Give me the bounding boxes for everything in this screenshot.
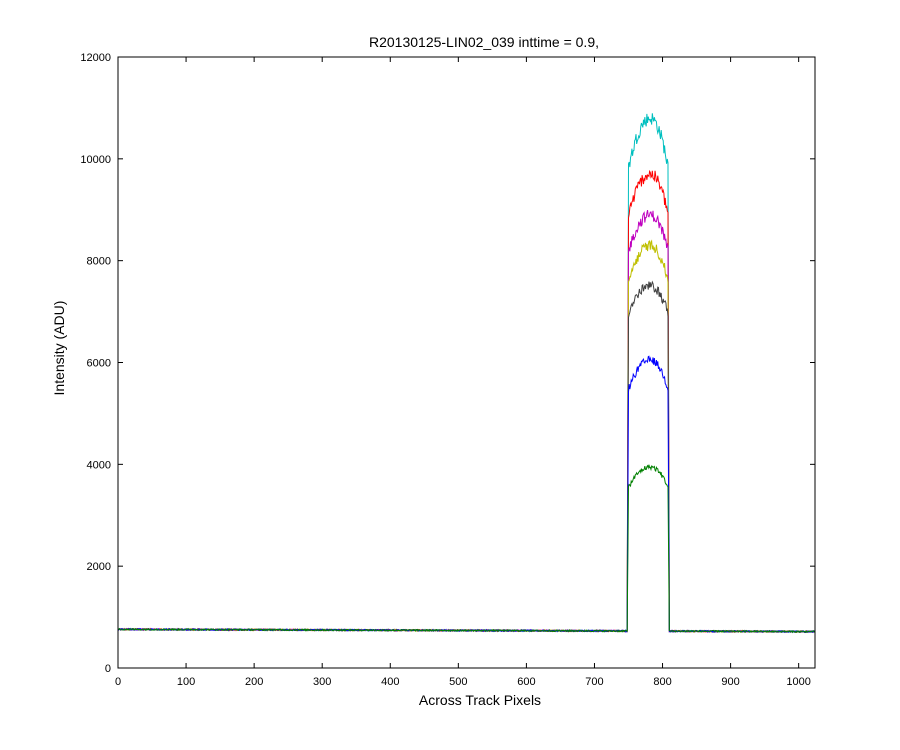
x-tick-label: 800: [653, 676, 671, 688]
x-tick-label: 100: [177, 676, 195, 688]
series-layer: [117, 113, 816, 634]
y-tick-label: 12000: [80, 52, 111, 64]
y-tick-label: 8000: [87, 256, 111, 268]
x-tick-label: 700: [585, 676, 603, 688]
plot-background: [118, 57, 815, 668]
x-tick-label: 1000: [786, 676, 810, 688]
y-tick-label: 0: [105, 663, 111, 675]
y-tick-label: 10000: [80, 154, 111, 166]
x-tick-label: 900: [721, 676, 739, 688]
x-tick-label: 600: [517, 676, 535, 688]
y-tick-label: 6000: [87, 358, 111, 370]
x-tick-label: 0: [115, 676, 121, 688]
x-axis-label: Across Track Pixels: [419, 692, 541, 708]
x-tick-label: 300: [313, 676, 331, 688]
y-tick-label: 4000: [87, 459, 111, 471]
series-line: [117, 464, 816, 634]
y-axis: 0 2000 4000 6000 8000 10000 12000: [80, 52, 815, 675]
y-axis-label: Intensity (ADU): [51, 301, 67, 396]
x-axis: 0 100 200 300 400 500 600 700 800 900 1000: [115, 57, 811, 688]
chart-title: R20130125-LIN02_039 inttime = 0.9,: [369, 34, 599, 50]
x-tick-label: 400: [381, 676, 399, 688]
x-tick-label: 200: [245, 676, 263, 688]
y-tick-label: 2000: [87, 561, 111, 573]
x-tick-label: 500: [449, 676, 467, 688]
